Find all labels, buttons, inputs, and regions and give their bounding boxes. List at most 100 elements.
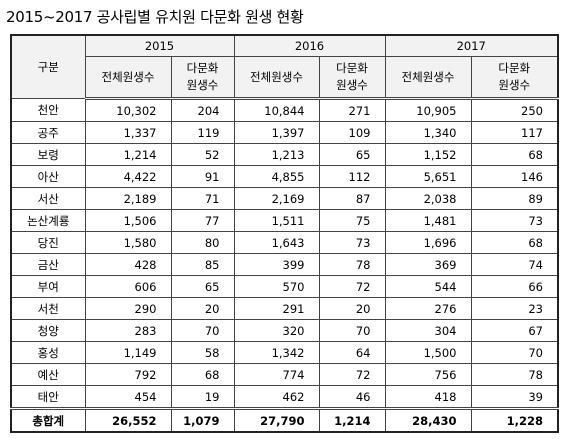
cell: 65 [318,143,386,166]
cell: 276 [384,297,472,320]
cell: 74 [470,253,559,276]
cell: 2,189 [84,187,172,210]
cell: 369 [384,253,472,276]
cell: 4,422 [84,165,172,188]
cell: 70 [318,319,386,342]
row-label: 금산 [10,253,86,276]
cell: 250 [470,98,559,122]
cell: 1,342 [233,341,320,364]
cell: 544 [384,275,472,298]
row-label: 예산 [10,363,86,386]
cell: 75 [318,209,386,232]
row-label: 논산계룡 [10,209,86,232]
cell: 1,340 [384,121,472,144]
cell: 774 [233,363,320,386]
cell: 570 [233,275,320,298]
row-label: 천안 [10,98,86,122]
cell: 1,696 [384,231,472,254]
table-row: 보령 1,214 52 1,213 65 1,152 68 [10,143,559,166]
cell: 78 [318,253,386,276]
cell: 1,149 [84,341,172,364]
cell: 20 [170,297,235,320]
sub-header: 전체원생수 [384,56,472,100]
cell: 19 [170,385,235,409]
cell: 58 [170,341,235,364]
table-row: 논산계룡 1,506 77 1,511 75 1,481 73 [10,209,559,232]
cell: 2,038 [384,187,472,210]
cell: 73 [318,231,386,254]
cell: 4,855 [233,165,320,188]
cell: 1,397 [233,121,320,144]
table-row: 공주 1,337 119 1,397 109 1,340 117 [10,121,559,144]
cell: 1,506 [84,209,172,232]
row-label: 총합계 [10,407,86,433]
cell: 20 [318,297,386,320]
cell: 1,580 [84,231,172,254]
cell: 320 [233,319,320,342]
cell: 1,500 [384,341,472,364]
cell: 119 [170,121,235,144]
cell: 10,302 [84,98,172,122]
cell: 2,169 [233,187,320,210]
table-row: 서산 2,189 71 2,169 87 2,038 89 [10,187,559,210]
row-label: 당진 [10,231,86,254]
cell: 52 [170,143,235,166]
sub-header: 다문화 원생수 [170,56,235,100]
cell: 462 [233,385,320,409]
table-row: 예산 792 68 774 72 756 78 [10,363,559,386]
sub-header: 전체원생수 [84,56,172,100]
cell: 399 [233,253,320,276]
cell: 1,152 [384,143,472,166]
table-row: 태안 454 19 462 46 418 39 [10,385,559,409]
year-header: 2017 [384,34,559,57]
cell: 1,228 [470,407,559,433]
cell: 73 [470,209,559,232]
cell: 1,337 [84,121,172,144]
table-row: 당진 1,580 80 1,643 73 1,696 68 [10,231,559,254]
cell: 66 [470,275,559,298]
cell: 65 [170,275,235,298]
table-row: 홍성 1,149 58 1,342 64 1,500 70 [10,341,559,364]
cell: 756 [384,363,472,386]
table-row: 총합계 26,552 1,079 27,790 1,214 28,430 1,228 [10,407,559,433]
row-label: 서산 [10,187,86,210]
cell: 1,643 [233,231,320,254]
cell: 418 [384,385,472,409]
year-header: 2016 [233,34,386,57]
cell: 792 [84,363,172,386]
cell: 26,552 [84,407,172,433]
sub-header: 다문화 원생수 [470,56,559,100]
cell: 606 [84,275,172,298]
cell: 27,790 [233,407,320,433]
cell: 204 [170,98,235,122]
cell: 291 [233,297,320,320]
row-label: 공주 [10,121,86,144]
row-label: 청양 [10,319,86,342]
cell: 85 [170,253,235,276]
cell: 70 [470,341,559,364]
cell: 117 [470,121,559,144]
cell: 71 [170,187,235,210]
cell: 46 [318,385,386,409]
cell: 72 [318,275,386,298]
cell: 304 [384,319,472,342]
cell: 80 [170,231,235,254]
cell: 39 [470,385,559,409]
cell: 1,213 [233,143,320,166]
row-label: 태안 [10,385,86,409]
cell: 10,905 [384,98,472,122]
row-label: 부여 [10,275,86,298]
table-row: 부여 606 65 570 72 544 66 [10,275,559,298]
cell: 5,651 [384,165,472,188]
table-row: 아산 4,422 91 4,855 112 5,651 146 [10,165,559,188]
cell: 428 [84,253,172,276]
cell: 1,079 [170,407,235,433]
cell: 68 [170,363,235,386]
cell: 146 [470,165,559,188]
row-label: 보령 [10,143,86,166]
cell: 1,481 [384,209,472,232]
corner-header: 구분 [10,34,86,99]
table-row: 청양 283 70 320 70 304 67 [10,319,559,342]
row-label: 서천 [10,297,86,320]
